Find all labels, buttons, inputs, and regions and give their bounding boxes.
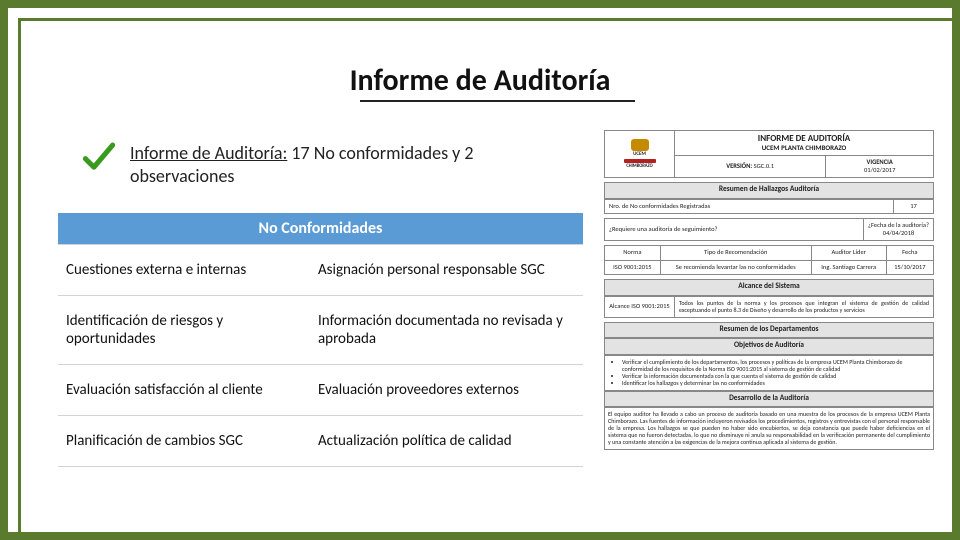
nonconformities-table: No Conformidades Cuestiones externa e in… — [58, 213, 583, 467]
page-title: Informe de Auditoría — [0, 62, 960, 99]
checkmark-icon — [82, 140, 116, 174]
doc-objectives: Verificar el cumplimiento de los departa… — [604, 355, 934, 391]
doc-desarrollo-text: El equipo auditor ha llevado a cabo un p… — [604, 407, 934, 449]
table-row: Cuestiones externa e internas Asignación… — [58, 245, 583, 296]
table-row: Identificación de riesgos y oportunidade… — [58, 296, 583, 365]
table-header: No Conformidades — [58, 213, 583, 245]
doc-version: VERSIÓN: SGC.0.1 — [675, 156, 826, 178]
table-row: Evaluación satisfacción al cliente Evalu… — [58, 365, 583, 416]
document-preview: UCEM CHIMBORAZO INFORME DE AUDITORÍA UCE… — [604, 130, 934, 510]
doc-section-resumen: Resumen de Hallazgos Auditoría — [604, 182, 934, 199]
doc-section-dept: Resumen de los Departamentos — [604, 322, 934, 339]
doc-section-alcance: Alcance del Sistema — [604, 279, 934, 296]
table-row: Planificación de cambios SGC Actualizaci… — [58, 416, 583, 467]
doc-section-desarrollo: Desarrollo de la Auditoría — [604, 391, 934, 408]
summary-text: Informe de Auditoría: 17 No conformidade… — [130, 142, 570, 187]
doc-alcance-table: Alcance ISO 9001:2015 Todos los puntos d… — [604, 296, 934, 318]
doc-seg-table: ¿Requiere una auditoría de seguimiento? … — [604, 218, 934, 241]
logo-icon — [631, 139, 649, 151]
title-underline — [360, 100, 635, 102]
doc-logo-cell: UCEM CHIMBORAZO — [605, 131, 675, 178]
doc-norma-table: Norma Tipo de Recomendación Auditor Líde… — [604, 245, 934, 275]
summary-prefix: Informe de Auditoría: — [130, 142, 287, 164]
doc-section-obj: Objetivos de Auditoría — [604, 338, 934, 355]
doc-title: INFORME DE AUDITORÍA UCEM PLANTA CHIMBOR… — [675, 131, 934, 156]
doc-vigencia: VIGENCIA01/02/2017 — [826, 156, 934, 178]
logo-bar-icon — [624, 159, 656, 163]
doc-nro-table: Nro. de No conformidades Registradas 17 — [604, 199, 934, 214]
doc-header-table: UCEM CHIMBORAZO INFORME DE AUDITORÍA UCE… — [604, 130, 934, 178]
